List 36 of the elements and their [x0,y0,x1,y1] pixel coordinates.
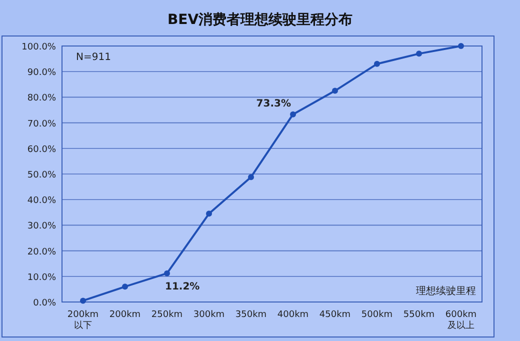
x-tick-label: 200km以下 [67,310,99,331]
x-tick-label: 600km及以上 [445,310,477,331]
y-tick-label: 0.0% [33,298,56,308]
y-tick-label: 10.0% [27,272,56,283]
chart-title: BEV消费者理想续驶里程分布 [167,12,353,28]
x-tick-label: 200km [109,310,141,320]
point [332,88,338,94]
x-tick-label: 500km [361,310,393,320]
y-tick-label: 40.0% [27,196,56,206]
x-tick-label: 450km [319,310,351,320]
x-tick-label: 550km [403,310,435,320]
x-tick-label: 350km [235,310,267,320]
data-label: 73.3% [256,98,291,110]
point [458,43,464,49]
y-tick-label: 90.0% [27,68,56,78]
point [374,60,380,67]
x-tick-label: 250km [151,310,183,320]
y-tick-label: 30.0% [27,222,56,232]
x-axis-title: 理想续驶里程 [416,285,476,297]
point [248,174,254,180]
point [290,111,296,118]
data-label: 11.2% [165,281,200,292]
y-tick-label: 70.0% [27,119,56,130]
y-tick-label: 50.0% [27,170,56,180]
x-tick-label: 300km [193,310,225,320]
point [416,50,422,57]
y-tick-label: 80.0% [27,94,56,104]
annotation: N=911 [76,52,111,63]
y-tick-label: 60.0% [27,144,56,155]
point [164,270,170,276]
x-tick-label: 400km [277,310,309,320]
y-tick-label: 100.0% [22,42,56,52]
point [206,210,212,217]
point [122,284,128,290]
point [80,298,86,304]
y-tick-label: 20.0% [27,247,56,258]
